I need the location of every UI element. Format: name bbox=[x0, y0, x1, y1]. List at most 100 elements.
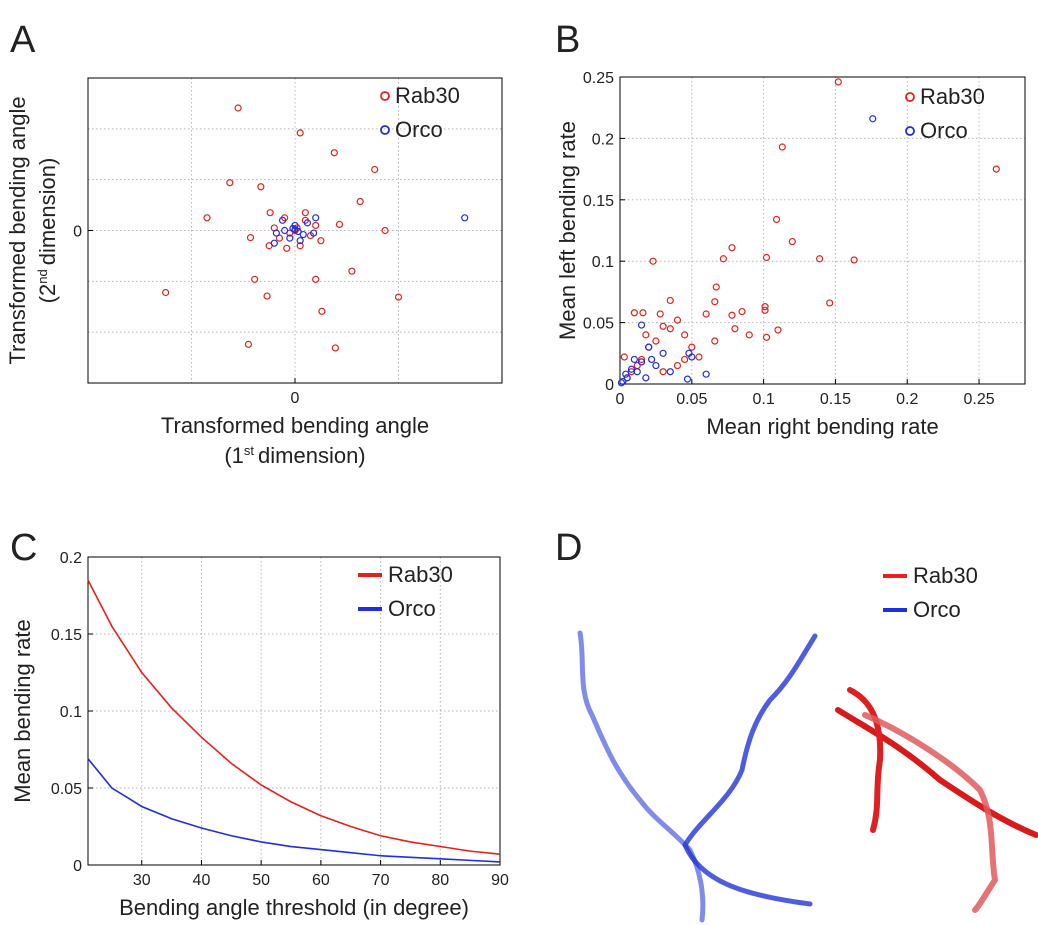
point bbox=[728, 311, 736, 319]
point bbox=[162, 288, 170, 297]
x-tick-label: 70 bbox=[372, 872, 390, 889]
point bbox=[712, 283, 720, 291]
point bbox=[666, 325, 674, 333]
x-axis-label: Transformed bending angle bbox=[161, 413, 429, 438]
point bbox=[745, 331, 753, 339]
point bbox=[656, 310, 664, 318]
point bbox=[619, 377, 627, 386]
point bbox=[278, 216, 287, 224]
point bbox=[788, 237, 796, 246]
point bbox=[335, 220, 344, 228]
legend-label: Rab30 bbox=[388, 562, 453, 587]
x-tick-label: 30 bbox=[133, 872, 151, 889]
point bbox=[738, 307, 746, 316]
point bbox=[356, 197, 364, 206]
point bbox=[301, 209, 309, 217]
x-axis-label: Bending angle threshold (in degree) bbox=[119, 895, 469, 920]
point bbox=[649, 257, 657, 265]
point bbox=[774, 326, 782, 334]
x-tick-label: 0.25 bbox=[963, 391, 994, 408]
line bbox=[87, 758, 501, 863]
point bbox=[761, 303, 769, 311]
point bbox=[711, 337, 719, 345]
legend-label: Rab30 bbox=[395, 83, 460, 108]
point bbox=[683, 375, 692, 383]
y-tick-label: 0.15 bbox=[51, 627, 82, 644]
point bbox=[659, 368, 667, 376]
y-tick-label: 0 bbox=[73, 858, 82, 875]
point bbox=[623, 374, 631, 382]
y-tick-label: 0 bbox=[73, 224, 82, 241]
point bbox=[296, 242, 304, 250]
point bbox=[642, 331, 650, 339]
point bbox=[778, 143, 786, 151]
point bbox=[772, 215, 781, 224]
y-tick-label: 0.15 bbox=[583, 193, 614, 210]
label-superscript: nd bbox=[35, 269, 50, 283]
point bbox=[762, 333, 771, 341]
x-tick-label: 50 bbox=[252, 872, 270, 889]
legend-label: Orco bbox=[395, 117, 443, 142]
point bbox=[666, 368, 674, 376]
point bbox=[719, 255, 728, 263]
point bbox=[318, 307, 326, 315]
panel-label: B bbox=[555, 19, 580, 61]
x-tick-label: 0.2 bbox=[896, 391, 918, 408]
label-part: (2 bbox=[35, 284, 60, 304]
point bbox=[617, 379, 626, 387]
y-tick-label: 0.1 bbox=[60, 704, 82, 721]
trajectory-orco-1 bbox=[577, 630, 706, 923]
y-tick-label: 0 bbox=[605, 377, 614, 394]
point bbox=[244, 340, 253, 348]
trajectory-orco-2 bbox=[682, 633, 818, 907]
point bbox=[226, 179, 234, 187]
point bbox=[296, 237, 304, 245]
x-tick-label: 0 bbox=[616, 391, 625, 408]
point bbox=[681, 331, 689, 339]
x-tick-label: 0.05 bbox=[676, 391, 707, 408]
point bbox=[394, 293, 403, 301]
point bbox=[688, 343, 696, 351]
point bbox=[331, 344, 339, 352]
y-axis-label: (2nd dimension) bbox=[35, 158, 60, 304]
point bbox=[622, 370, 630, 378]
point bbox=[630, 355, 638, 364]
x-axis-label: (1st dimension) bbox=[224, 443, 365, 468]
point bbox=[303, 219, 312, 227]
x-tick-label: 0.1 bbox=[752, 391, 774, 408]
point bbox=[371, 165, 379, 174]
point bbox=[620, 353, 628, 361]
point bbox=[688, 353, 696, 361]
point bbox=[312, 221, 320, 230]
point bbox=[630, 309, 638, 317]
point bbox=[992, 165, 1000, 173]
point bbox=[695, 353, 703, 361]
point bbox=[761, 306, 769, 314]
point bbox=[731, 325, 739, 333]
point bbox=[203, 214, 211, 222]
panel-label: D bbox=[555, 527, 582, 569]
x-tick-label: 40 bbox=[193, 872, 211, 889]
point bbox=[283, 244, 291, 252]
plot-frame bbox=[87, 556, 501, 866]
point bbox=[652, 361, 660, 370]
y-tick-label: 0.2 bbox=[60, 550, 82, 567]
point bbox=[281, 226, 289, 235]
label-part: dimension) bbox=[35, 158, 60, 266]
point bbox=[666, 296, 674, 305]
point bbox=[834, 78, 842, 86]
line bbox=[87, 579, 501, 856]
point bbox=[826, 299, 834, 307]
y-axis-label: Mean left bending rate bbox=[555, 121, 580, 340]
trajectory-rab30-3 bbox=[862, 712, 998, 913]
x-tick-label: 0 bbox=[291, 390, 300, 407]
y-tick-label: 0.25 bbox=[583, 70, 614, 87]
y-axis-label: Transformed bending angle bbox=[5, 96, 30, 364]
point bbox=[348, 267, 356, 275]
point bbox=[272, 229, 280, 237]
point bbox=[296, 129, 304, 137]
point bbox=[645, 343, 653, 351]
y-tick-label: 0.05 bbox=[51, 781, 82, 798]
label-part: dimension) bbox=[258, 443, 366, 468]
legend-label: Orco bbox=[920, 118, 968, 143]
